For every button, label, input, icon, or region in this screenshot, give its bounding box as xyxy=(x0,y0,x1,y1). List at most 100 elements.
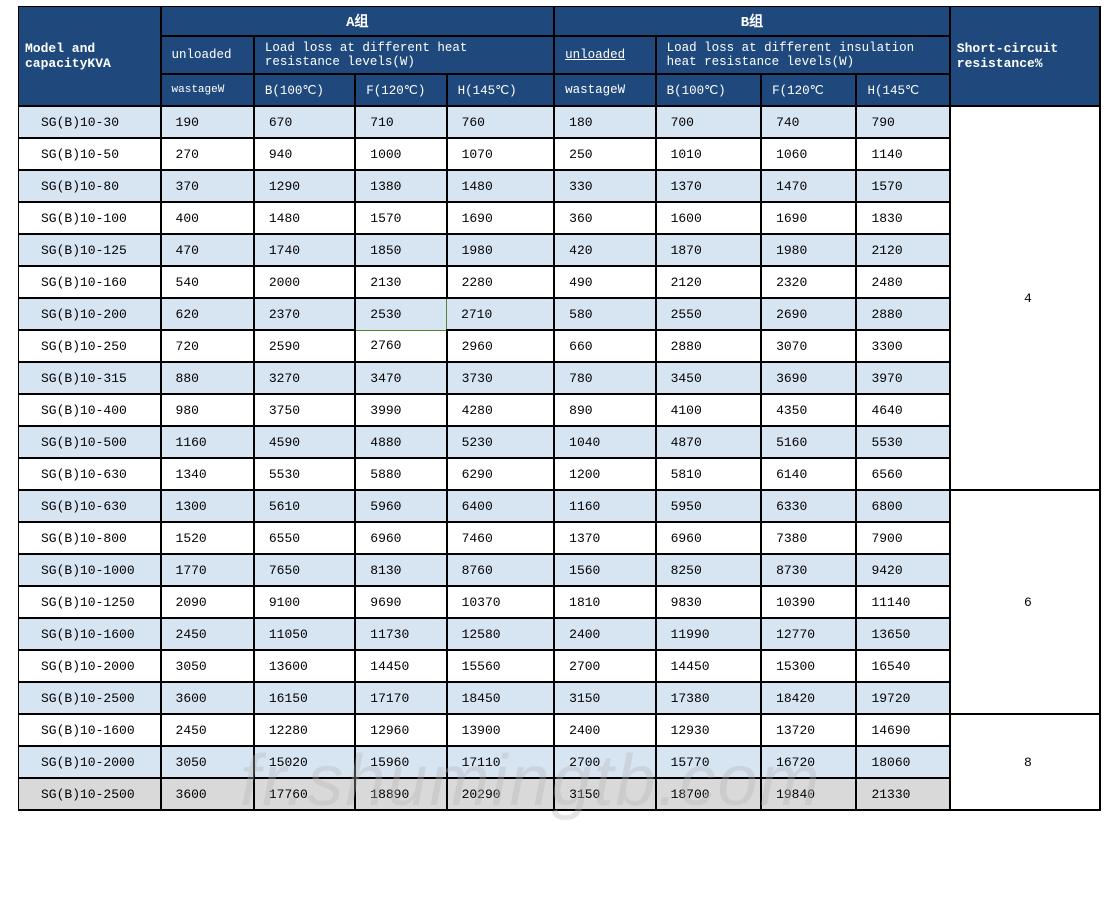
cell: 15560 xyxy=(447,650,555,682)
header-model: Model and capacityKVA xyxy=(19,7,161,107)
cell: 8730 xyxy=(761,554,856,586)
cell: SG(B)10-315 xyxy=(19,362,161,394)
cell: SG(B)10-400 xyxy=(19,394,161,426)
cell: SG(B)10-2500 xyxy=(19,682,161,714)
cell: 1370 xyxy=(656,170,762,202)
cell: 3470 xyxy=(355,362,446,394)
table-row: SG(B)10-10040014801570169036016001690183… xyxy=(19,202,1101,234)
short-circuit-cell: 4 xyxy=(950,106,1100,490)
header-unloaded-b: unloaded xyxy=(554,36,655,74)
cell: 1570 xyxy=(355,202,446,234)
cell: 5810 xyxy=(656,458,762,490)
cell: 710 xyxy=(355,106,446,138)
table-header: Model and capacityKVA A组 B组 Short-circui… xyxy=(19,7,1101,107)
header-group-b: B组 xyxy=(554,7,950,37)
cell: 18700 xyxy=(656,778,762,810)
table-row: SG(B)10-20003050136001445015560270014450… xyxy=(19,650,1101,682)
cell: 1370 xyxy=(554,522,655,554)
cell: 21330 xyxy=(856,778,949,810)
cell: 13720 xyxy=(761,714,856,746)
cell: SG(B)10-1250 xyxy=(19,586,161,618)
cell: 5530 xyxy=(254,458,355,490)
cell: 3270 xyxy=(254,362,355,394)
cell: SG(B)10-800 xyxy=(19,522,161,554)
cell: 2960 xyxy=(447,330,555,362)
table-row: SG(B)10-40098037503990428089041004350464… xyxy=(19,394,1101,426)
cell: 4640 xyxy=(856,394,949,426)
cell: 360 xyxy=(554,202,655,234)
cell: 10370 xyxy=(447,586,555,618)
table-row: SG(B)10-16002450122801296013900240012930… xyxy=(19,714,1101,746)
cell: 8130 xyxy=(355,554,446,586)
cell: 980 xyxy=(161,394,254,426)
cell: 9100 xyxy=(254,586,355,618)
cell: 1300 xyxy=(161,490,254,522)
cell: 2550 xyxy=(656,298,762,330)
cell: 6560 xyxy=(856,458,949,490)
header-f120-a: F(120℃) xyxy=(355,74,446,106)
cell: 5160 xyxy=(761,426,856,458)
cell: 3300 xyxy=(856,330,949,362)
cell: 3750 xyxy=(254,394,355,426)
cell: 1740 xyxy=(254,234,355,266)
cell: 2700 xyxy=(554,746,655,778)
cell: 12580 xyxy=(447,618,555,650)
cell: 790 xyxy=(856,106,949,138)
cell: 3970 xyxy=(856,362,949,394)
cell: 490 xyxy=(554,266,655,298)
cell: 9420 xyxy=(856,554,949,586)
cell: 1480 xyxy=(447,170,555,202)
cell: 2880 xyxy=(656,330,762,362)
cell: 15020 xyxy=(254,746,355,778)
cell: 17380 xyxy=(656,682,762,714)
cell: 2710 xyxy=(447,298,555,330)
table-row: SG(B)10-12502090910096901037018109830103… xyxy=(19,586,1101,618)
cell: 7900 xyxy=(856,522,949,554)
cell: 250 xyxy=(554,138,655,170)
cell: 11990 xyxy=(656,618,762,650)
header-wastage-a: wastageW xyxy=(161,74,254,106)
cell: 5610 xyxy=(254,490,355,522)
cell: 890 xyxy=(554,394,655,426)
cell: 6400 xyxy=(447,490,555,522)
cell: 13650 xyxy=(856,618,949,650)
cell: 2090 xyxy=(161,586,254,618)
cell: 4100 xyxy=(656,394,762,426)
cell: 6330 xyxy=(761,490,856,522)
cell: 370 xyxy=(161,170,254,202)
header-unloaded-a: unloaded xyxy=(161,36,254,74)
short-circuit-cell: 6 xyxy=(950,490,1100,714)
cell: SG(B)10-125 xyxy=(19,234,161,266)
cell: 11140 xyxy=(856,586,949,618)
cell: 540 xyxy=(161,266,254,298)
cell: 3730 xyxy=(447,362,555,394)
cell: 4350 xyxy=(761,394,856,426)
cell: 2530 xyxy=(355,298,446,330)
cell: 1980 xyxy=(761,234,856,266)
cell: 14690 xyxy=(856,714,949,746)
cell: 2700 xyxy=(554,650,655,682)
cell: 6550 xyxy=(254,522,355,554)
cell: 420 xyxy=(554,234,655,266)
header-loss-a: Load loss at different heat resistance l… xyxy=(254,36,554,74)
cell: 18420 xyxy=(761,682,856,714)
header-h145-a: H(145℃) xyxy=(447,74,555,106)
cell: SG(B)10-160 xyxy=(19,266,161,298)
cell: 5960 xyxy=(355,490,446,522)
cell: 17170 xyxy=(355,682,446,714)
cell: SG(B)10-200 xyxy=(19,298,161,330)
cell: 1010 xyxy=(656,138,762,170)
cell: 1200 xyxy=(554,458,655,490)
cell: 1140 xyxy=(856,138,949,170)
cell: 2370 xyxy=(254,298,355,330)
cell: SG(B)10-1600 xyxy=(19,714,161,746)
cell: 1690 xyxy=(761,202,856,234)
cell: 3690 xyxy=(761,362,856,394)
cell: 400 xyxy=(161,202,254,234)
cell: 2880 xyxy=(856,298,949,330)
cell: 180 xyxy=(554,106,655,138)
table-row: SG(B)10-25003600177601889020290315018700… xyxy=(19,778,1101,810)
cell: 1770 xyxy=(161,554,254,586)
table-row: SG(B)10-63013405530588062901200581061406… xyxy=(19,458,1101,490)
cell: 14450 xyxy=(355,650,446,682)
